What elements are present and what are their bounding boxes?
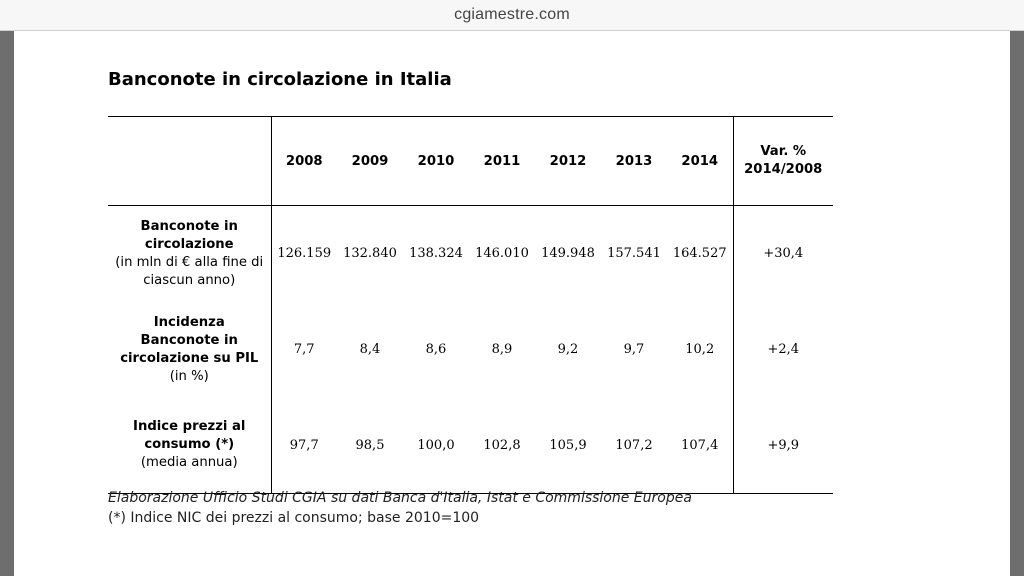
- header-empty-cell: [108, 116, 272, 206]
- table-cell: 8,6: [425, 342, 447, 357]
- row-label-note: (in %): [169, 368, 209, 384]
- page-content: Banconote in circolazione in Italia 2008…: [14, 31, 1010, 576]
- row-label-line: circolazione: [144, 236, 234, 252]
- table-cell: 97,7: [271, 397, 337, 494]
- table-cell: 149.948: [541, 246, 595, 262]
- header-year: 2013: [601, 116, 667, 206]
- table-header-row: 2008 2009 2010 2011 2012 2013 2014 Var. …: [108, 116, 833, 206]
- row-label-note: (in mln di € alla fine di: [115, 254, 264, 270]
- table-row: Indice prezzi al consumo (*) (media annu…: [108, 397, 833, 494]
- row-label-line: consumo (*): [144, 437, 235, 453]
- header-year: 2012: [535, 116, 601, 206]
- table-cell: 8,9: [491, 342, 513, 357]
- table-cell: 10,2: [667, 301, 734, 398]
- table-cell: 126.159: [277, 246, 332, 262]
- variation-cell: +9,9: [733, 397, 833, 494]
- banknotes-table: 2008 2009 2010 2011 2012 2013 2014 Var. …: [108, 116, 833, 494]
- header-variation: Var. % 2014/2008: [733, 116, 833, 206]
- table-cell: 138.324: [409, 246, 463, 262]
- var-header-line: 2014/2008: [744, 162, 823, 177]
- row-label-line: Banconote in: [140, 332, 238, 348]
- table-cell: 146.010: [475, 246, 529, 262]
- header-year: 2008: [271, 116, 337, 206]
- header-year: 2009: [337, 116, 403, 206]
- footnote: (*) Indice NIC dei prezzi al consumo; ba…: [108, 510, 480, 526]
- right-margin: [1010, 31, 1024, 576]
- table-cell: 105,9: [535, 397, 601, 494]
- table-cell: 100,0: [403, 397, 469, 494]
- var-header-line: Var. %: [760, 144, 807, 159]
- browser-address-bar[interactable]: cgiamestre.com: [0, 0, 1024, 31]
- table-cell: 8,4: [359, 342, 381, 357]
- table-cell: 98,5: [337, 397, 403, 494]
- table-row: Banconote in circolazione (in mln di € a…: [108, 205, 833, 302]
- row-label-line: Indice prezzi al: [133, 419, 246, 435]
- row-label: Indice prezzi al consumo (*) (media annu…: [108, 397, 272, 494]
- table-row: Incidenza Banconote in circolazione su P…: [108, 301, 833, 398]
- table-notes: Elaborazione Ufficio Studi CGIA su dati …: [108, 488, 692, 528]
- header-year: 2014: [667, 116, 734, 206]
- table-cell: 102,8: [469, 397, 535, 494]
- header-year: 2010: [403, 116, 469, 206]
- table-cell: 107,4: [667, 397, 734, 494]
- row-label-note: ciascun anno): [143, 272, 236, 288]
- table-cell: 132.840: [343, 246, 397, 262]
- row-label-line: circolazione su PIL: [120, 350, 259, 366]
- row-label-note: (media annua): [140, 455, 238, 471]
- table-cell: 164.527: [667, 205, 734, 302]
- table-cell: 9,7: [623, 342, 645, 357]
- source-note: Elaborazione Ufficio Studi CGIA su dati …: [108, 490, 692, 506]
- left-margin: [0, 31, 14, 576]
- variation-cell: +30,4: [763, 246, 804, 262]
- table-cell: 107,2: [601, 397, 667, 494]
- row-label-line: Incidenza: [153, 314, 225, 330]
- variation-cell: +2,4: [767, 342, 800, 357]
- row-label-line: Banconote in: [140, 218, 238, 234]
- row-label: Banconote in circolazione (in mln di € a…: [108, 205, 272, 302]
- page-title: Banconote in circolazione in Italia: [108, 69, 452, 90]
- table-cell: 157.541: [607, 246, 661, 262]
- row-label: Incidenza Banconote in circolazione su P…: [108, 301, 272, 398]
- table-cell: 7,7: [293, 342, 315, 357]
- header-year: 2011: [469, 116, 535, 206]
- url-text[interactable]: cgiamestre.com: [454, 6, 570, 23]
- table-cell: 9,2: [557, 342, 579, 357]
